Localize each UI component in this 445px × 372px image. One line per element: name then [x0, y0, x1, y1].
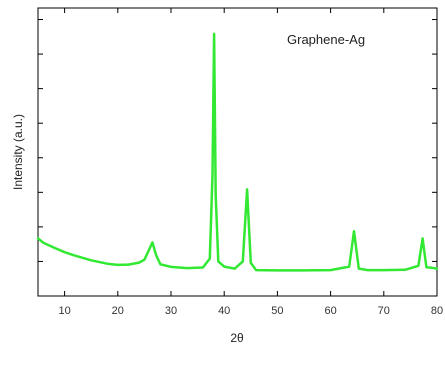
- x-tick-label: 30: [165, 305, 177, 317]
- x-tick-label: 50: [271, 305, 283, 317]
- series-line-graphene-ag: [36, 32, 439, 272]
- x-tick-label: 40: [218, 305, 230, 317]
- x-axis-title: 2θ: [230, 331, 244, 345]
- plot-frame: [37, 7, 438, 297]
- x-tick-label: 60: [324, 305, 336, 317]
- y-axis-ticks: [38, 19, 437, 262]
- x-axis-tick-labels: 10 20 30 40 50 60 70 80: [58, 305, 443, 317]
- x-tick-label: 80: [431, 305, 443, 317]
- annotation-label: Graphene-Ag: [287, 32, 365, 47]
- x-axis-ticks: [64, 8, 438, 296]
- x-tick-label: 70: [378, 305, 390, 317]
- x-tick-label: 10: [58, 305, 70, 317]
- x-tick-label: 20: [112, 305, 124, 317]
- y-axis-title: Intensity (a.u.): [11, 114, 25, 190]
